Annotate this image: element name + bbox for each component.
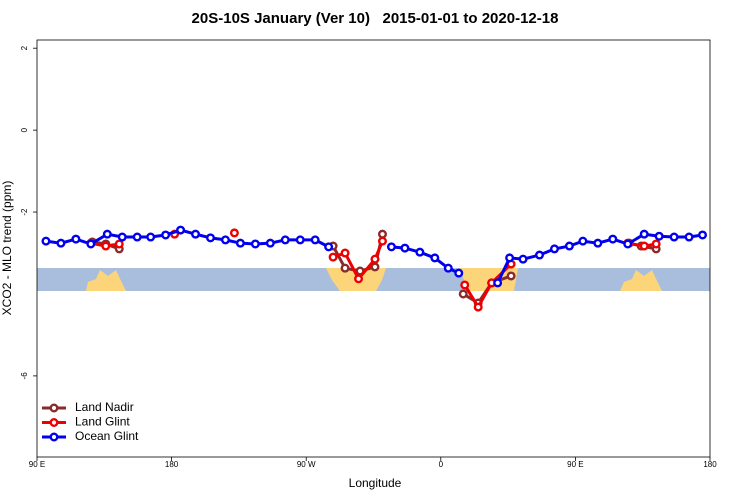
point: [505, 253, 515, 263]
y-tick-label: 2: [20, 45, 29, 50]
x-tick-label: 0: [439, 460, 444, 469]
point: [310, 235, 320, 245]
point: [654, 231, 664, 241]
point: [205, 233, 215, 243]
point: [71, 234, 81, 244]
point: [400, 243, 410, 253]
point: [56, 238, 66, 248]
point: [354, 274, 364, 284]
point: [328, 252, 338, 262]
point: [101, 241, 111, 251]
point: [146, 232, 156, 242]
point: [454, 268, 464, 278]
x-tick-label: 90 W: [297, 460, 316, 469]
point: [235, 238, 245, 248]
point: [651, 239, 661, 249]
point: [340, 263, 350, 273]
point: [132, 232, 142, 242]
legend-marker: [49, 418, 59, 428]
point: [295, 235, 305, 245]
point: [229, 228, 239, 238]
point: [669, 232, 679, 242]
point: [698, 230, 708, 240]
point: [280, 235, 290, 245]
x-axis-label: Longitude: [349, 476, 402, 490]
legend-marker: [49, 432, 59, 442]
land: [620, 270, 662, 291]
plot-frame: [36, 39, 711, 458]
point: [161, 230, 171, 240]
point: [535, 250, 545, 260]
point: [460, 280, 470, 290]
point: [593, 238, 603, 248]
point: [377, 229, 387, 239]
point: [117, 232, 127, 242]
point: [86, 239, 96, 249]
point: [639, 241, 649, 251]
point: [639, 229, 649, 239]
point: [191, 229, 201, 239]
point: [493, 278, 503, 288]
point: [458, 289, 468, 299]
point: [114, 239, 124, 249]
point: [370, 254, 380, 264]
point: [41, 236, 51, 246]
point: [578, 236, 588, 246]
land: [86, 270, 126, 291]
point: [430, 253, 440, 263]
point: [386, 242, 396, 252]
x-tick-label: 180: [165, 460, 179, 469]
point: [220, 235, 230, 245]
chart-title: 20S-10S January (Ver 10) 2015-01-01 to 2…: [192, 10, 559, 27]
legend-label: Ocean Glint: [75, 429, 139, 443]
point: [265, 238, 275, 248]
x-tick-label: 90 E: [567, 460, 583, 469]
point: [370, 262, 380, 272]
point: [623, 239, 633, 249]
point: [415, 247, 425, 257]
legend-label: Land Nadir: [75, 400, 134, 414]
x-tick-label: 180: [703, 460, 717, 469]
point: [340, 248, 350, 258]
point: [473, 302, 483, 312]
point: [518, 254, 528, 264]
point: [377, 236, 387, 246]
point: [250, 239, 260, 249]
legend-marker: [49, 403, 59, 413]
point: [443, 263, 453, 273]
y-tick-label: 0: [20, 127, 29, 132]
point: [549, 244, 559, 254]
point: [176, 225, 186, 235]
point: [684, 232, 694, 242]
point: [324, 242, 334, 252]
y-axis-label: XCO2 - MLO trend (ppm): [0, 181, 14, 316]
point: [506, 271, 516, 281]
legend-label: Land Glint: [75, 415, 130, 429]
x-tick-label: 90 E: [29, 460, 45, 469]
y-tick-label: -6: [20, 372, 29, 380]
point: [564, 241, 574, 251]
y-tick-label: -2: [20, 208, 29, 216]
background-map: [37, 268, 710, 291]
point: [102, 229, 112, 239]
point: [608, 234, 618, 244]
